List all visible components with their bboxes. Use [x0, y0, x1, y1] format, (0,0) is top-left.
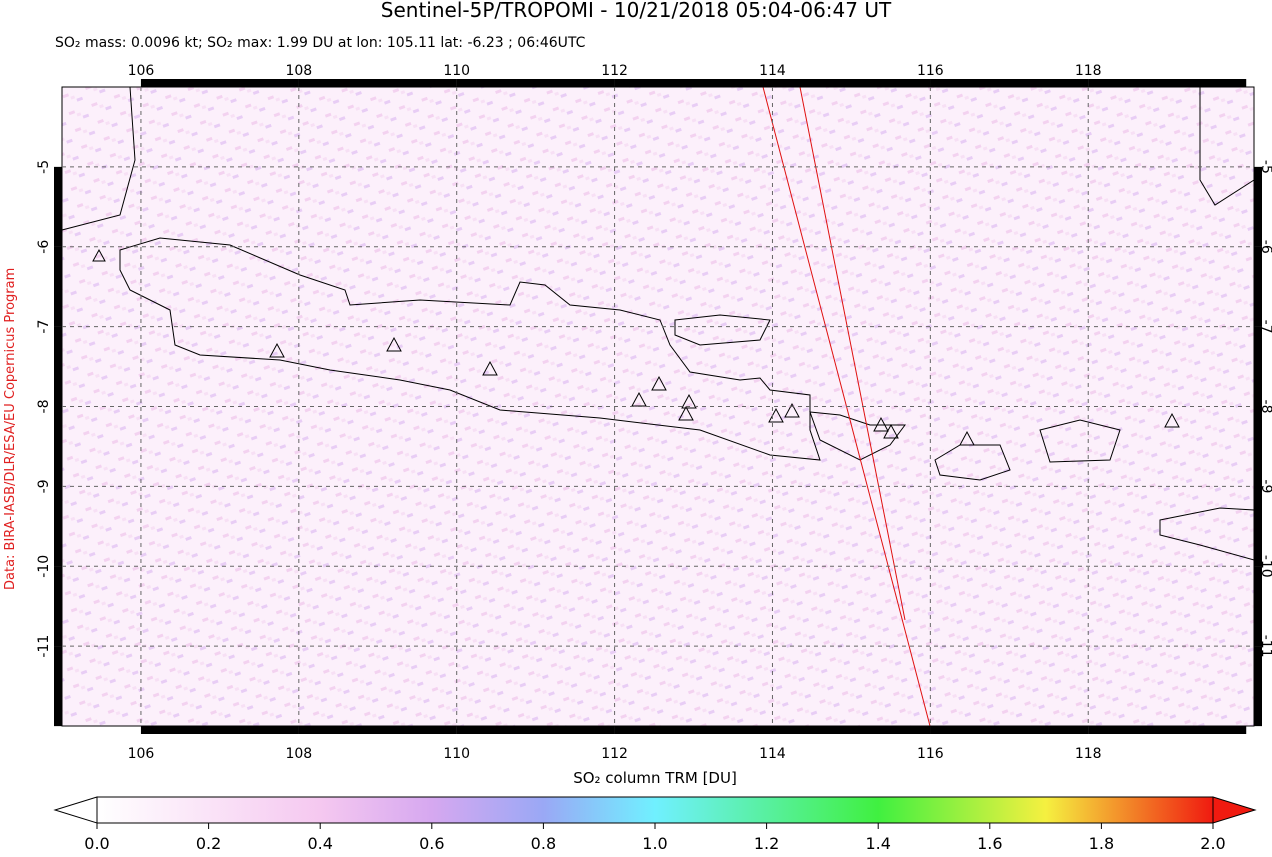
colorbar-tick-label: 1.0 — [642, 834, 667, 853]
tick-mark — [1254, 246, 1262, 327]
tick-mark — [140, 726, 299, 734]
x-tick-label: 108 — [285, 63, 312, 79]
tick-mark — [54, 646, 62, 727]
x-tick-label: 110 — [443, 746, 470, 762]
colorbar — [96, 796, 1214, 824]
tick-mark — [1088, 726, 1247, 734]
x-tick-label: 106 — [128, 746, 155, 762]
y-tick-label: -10 — [1258, 555, 1272, 578]
y-tick-label: -5 — [36, 160, 52, 174]
title: Sentinel-5P/TROPOMI - 10/21/2018 05:04-0… — [381, 0, 892, 22]
x-tick-label: 112 — [601, 63, 628, 79]
x-tick-label: 116 — [917, 746, 944, 762]
tick-mark — [1254, 486, 1262, 567]
colorbar-tick-label: 1.6 — [977, 834, 1002, 853]
subtitle: SO₂ mass: 0.0096 kt; SO₂ max: 1.99 DU at… — [55, 35, 586, 51]
x-tick-label: 114 — [759, 63, 786, 79]
tick-mark — [54, 246, 62, 327]
y-tick-label: -9 — [36, 479, 52, 493]
credit: Data: BIRA-IASB/DLR/ESA/EU Copernicus Pr… — [3, 268, 18, 590]
tick-mark — [140, 79, 299, 87]
y-tick-label: -5 — [1258, 160, 1272, 174]
colorbar-tick-label: 1.8 — [1089, 834, 1114, 853]
x-tick-label: 116 — [917, 63, 944, 79]
tick-mark — [930, 79, 1089, 87]
colorbar-tick-label: 0.0 — [84, 834, 109, 853]
y-tick-label: -11 — [36, 635, 52, 658]
x-tick-label: 118 — [1075, 746, 1102, 762]
tick-mark — [54, 326, 62, 407]
y-tick-label: -9 — [1258, 479, 1272, 493]
colorbar-label: SO₂ column TRM [DU] — [573, 769, 737, 787]
tick-mark — [298, 726, 457, 734]
tick-mark — [1254, 566, 1262, 647]
y-tick-label: -11 — [1258, 635, 1272, 658]
y-tick-label: -10 — [36, 555, 52, 578]
tick-mark — [54, 166, 62, 247]
tick-mark — [614, 726, 773, 734]
x-tick-label: 106 — [128, 63, 155, 79]
y-tick-label: -8 — [36, 400, 52, 414]
volcanoes — [92, 248, 1180, 446]
tick-mark — [1088, 79, 1247, 87]
colorbar-under — [53, 796, 98, 824]
colorbar-tick-label: 0.6 — [419, 834, 444, 853]
colorbar-tick-label: 1.4 — [865, 834, 890, 853]
colorbar-tick-label: 0.2 — [196, 834, 221, 853]
x-tick-label: 112 — [601, 746, 628, 762]
tick-mark — [1254, 166, 1262, 247]
tick-mark — [1254, 646, 1262, 727]
tick-mark — [930, 726, 1089, 734]
tick-mark — [614, 79, 773, 87]
x-tick-label: 118 — [1075, 63, 1102, 79]
x-tick-label: 108 — [285, 746, 312, 762]
tick-mark — [456, 726, 615, 734]
x-tick-label: 114 — [759, 746, 786, 762]
tick-mark — [1254, 406, 1262, 487]
tick-mark — [54, 486, 62, 567]
tick-mark — [1254, 326, 1262, 407]
tick-mark — [772, 79, 931, 87]
y-tick-label: -6 — [36, 240, 52, 254]
tick-mark — [298, 79, 457, 87]
y-tick-label: -8 — [1258, 400, 1272, 414]
colorbar-tick-label: 2.0 — [1200, 834, 1225, 853]
colorbar-tick-label: 0.8 — [531, 834, 556, 853]
y-tick-label: -6 — [1258, 240, 1272, 254]
tick-mark — [772, 726, 931, 734]
y-tick-label: -7 — [1258, 320, 1272, 334]
tick-mark — [54, 566, 62, 647]
y-tick-label: -7 — [36, 320, 52, 334]
colorbar-tick-label: 1.2 — [754, 834, 779, 853]
tick-mark — [54, 406, 62, 487]
colorbar-over — [1212, 796, 1257, 824]
colorbar-tick-label: 0.4 — [307, 834, 332, 853]
x-tick-label: 110 — [443, 63, 470, 79]
tick-mark — [456, 79, 615, 87]
